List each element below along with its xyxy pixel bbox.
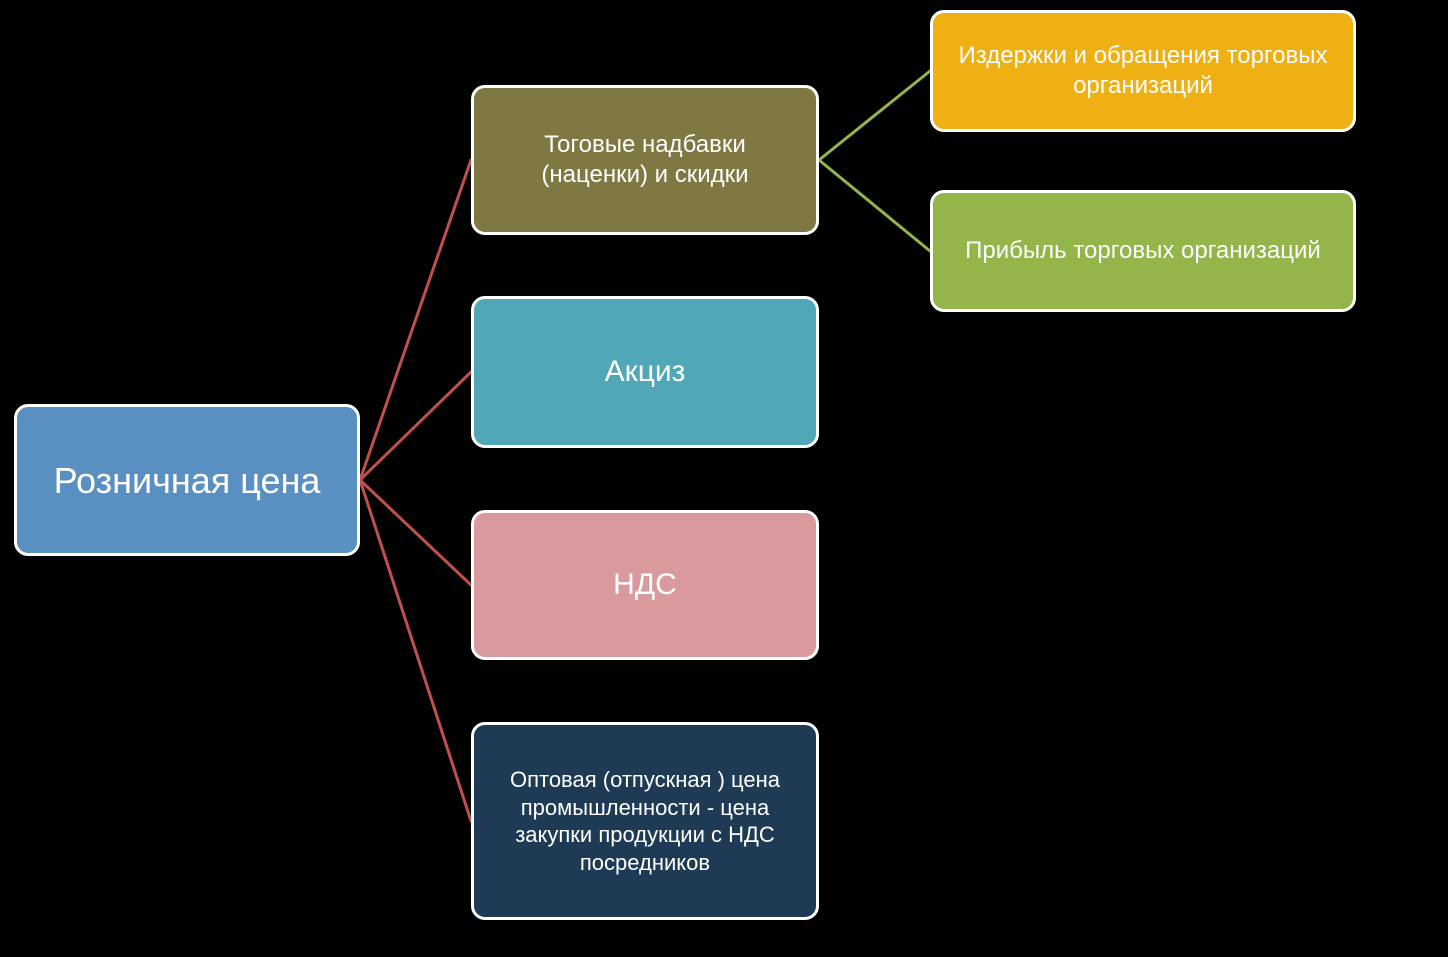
node-label-wholesale: Оптовая (отпускная ) цена промышленности… (492, 766, 798, 876)
edge-markup-profit (819, 160, 930, 251)
node-vat: НДС (471, 510, 819, 660)
node-root: Розничная цена (14, 404, 360, 556)
node-markup: Тоговые надбавки (наценки) и скидки (471, 85, 819, 235)
edge-root-markup (360, 160, 471, 480)
node-profit: Прибыль торговых организаций (930, 190, 1356, 312)
edge-root-wholesale (360, 480, 471, 821)
edge-root-vat (360, 480, 471, 585)
node-label-excise: Акциз (605, 353, 686, 391)
node-label-costs: Издержки и обращения торговых организаци… (951, 41, 1335, 101)
node-label-markup: Тоговые надбавки (наценки) и скидки (492, 130, 798, 190)
node-wholesale: Оптовая (отпускная ) цена промышленности… (471, 722, 819, 920)
node-label-profit: Прибыль торговых организаций (965, 236, 1321, 266)
node-excise: Акциз (471, 296, 819, 448)
node-costs: Издержки и обращения торговых организаци… (930, 10, 1356, 132)
edge-root-excise (360, 372, 471, 480)
diagram-stage: Розничная цена Тоговые надбавки (наценки)… (0, 0, 1448, 957)
node-label-root: Розничная цена (54, 458, 321, 503)
edge-markup-costs (819, 71, 930, 160)
node-label-vat: НДС (613, 566, 677, 604)
